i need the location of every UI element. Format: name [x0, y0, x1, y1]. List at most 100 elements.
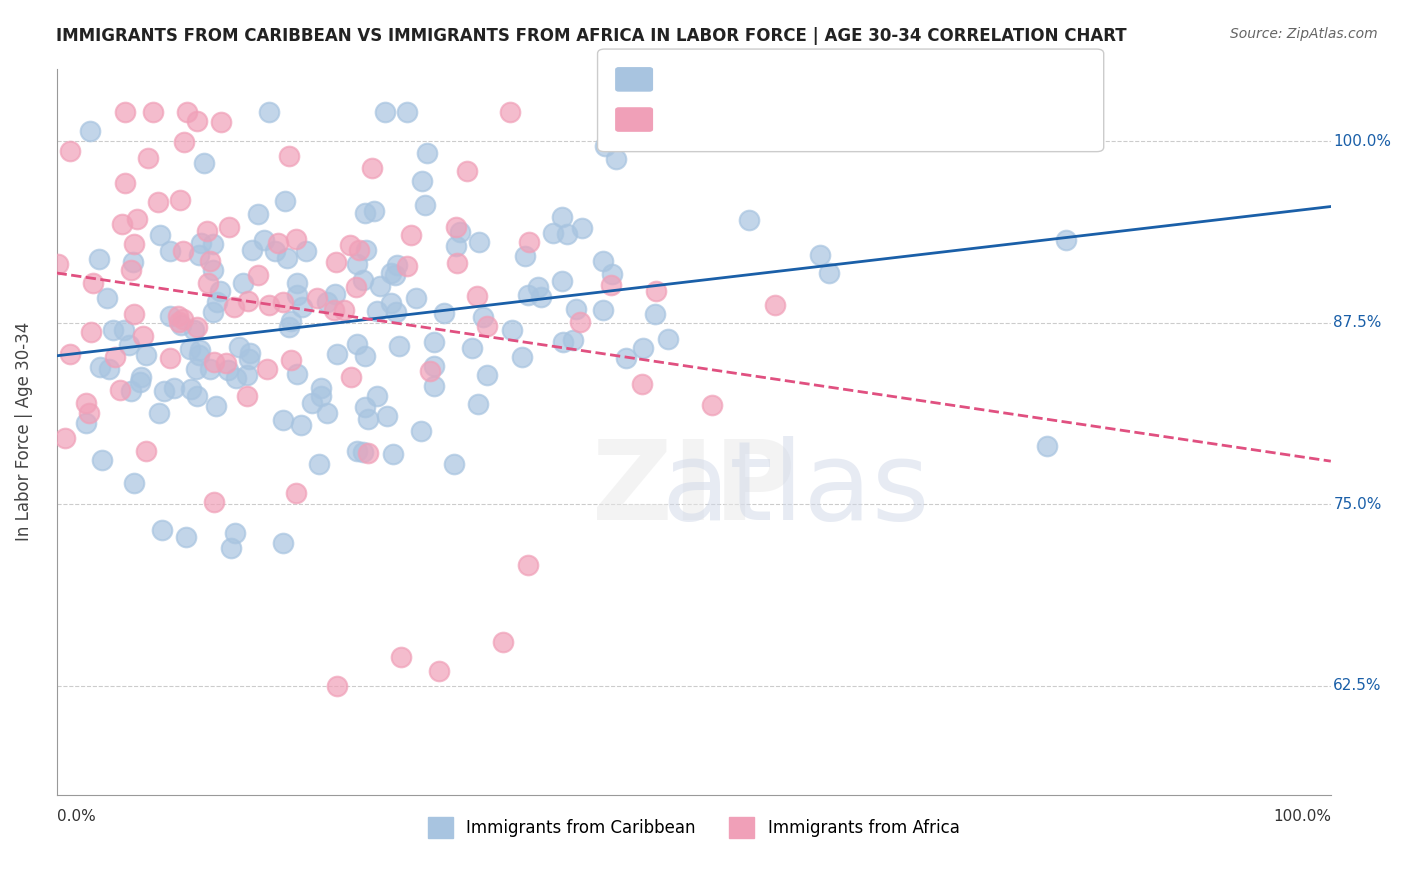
Point — [159, 309, 181, 323]
Point — [238, 351, 260, 366]
Point — [46, 257, 69, 271]
Point — [122, 307, 145, 321]
Point — [236, 368, 259, 382]
Point — [193, 155, 215, 169]
Point — [271, 536, 294, 550]
Point — [184, 361, 207, 376]
Point — [284, 486, 307, 500]
Point — [614, 351, 637, 366]
Point — [59, 346, 82, 360]
Point — [326, 347, 349, 361]
Text: ZIP: ZIP — [592, 436, 796, 543]
Point — [174, 530, 197, 544]
Point — [316, 406, 339, 420]
Text: Source: ZipAtlas.com: Source: ZipAtlas.com — [1230, 27, 1378, 41]
Point — [399, 227, 422, 242]
Point — [419, 364, 441, 378]
Point — [173, 135, 195, 149]
Point — [190, 343, 212, 358]
Point — [101, 324, 124, 338]
Y-axis label: In Labor Force | Age 30-34: In Labor Force | Age 30-34 — [15, 322, 32, 541]
Point — [1054, 233, 1077, 247]
Point — [309, 389, 332, 403]
Point — [75, 396, 97, 410]
Point — [205, 294, 228, 309]
Point — [120, 384, 142, 399]
Point — [238, 294, 260, 309]
Point — [640, 126, 662, 140]
Point — [149, 227, 172, 242]
Point — [446, 255, 468, 269]
Point — [366, 303, 388, 318]
Point — [122, 236, 145, 251]
Point — [631, 341, 654, 355]
Point — [501, 323, 523, 337]
Point — [396, 259, 419, 273]
Point — [385, 258, 408, 272]
Point — [308, 457, 330, 471]
Point — [148, 406, 170, 420]
Point — [468, 235, 491, 249]
Point — [325, 254, 347, 268]
Text: atlas: atlas — [661, 436, 929, 543]
Point — [180, 382, 202, 396]
Point — [167, 315, 190, 329]
Point — [446, 239, 468, 253]
Point — [172, 311, 194, 326]
Point — [555, 227, 578, 241]
Point — [225, 371, 247, 385]
Point — [247, 206, 270, 220]
Point — [363, 203, 385, 218]
Point — [561, 333, 583, 347]
Point — [224, 525, 246, 540]
Point — [808, 248, 831, 262]
Point — [530, 290, 553, 304]
Point — [188, 247, 211, 261]
Point — [380, 266, 402, 280]
Point — [259, 105, 281, 120]
Point — [423, 335, 446, 350]
Point — [346, 336, 368, 351]
Point — [551, 274, 574, 288]
Point — [357, 411, 380, 425]
Point — [433, 305, 456, 319]
Point — [472, 310, 495, 325]
Point — [89, 359, 111, 374]
Point — [456, 164, 478, 178]
Point — [114, 105, 136, 120]
Point — [159, 244, 181, 258]
Point — [316, 294, 339, 309]
Point — [169, 194, 191, 208]
Text: 75.0%: 75.0% — [1333, 497, 1382, 512]
Point — [354, 244, 377, 258]
Point — [215, 356, 238, 370]
Point — [208, 284, 231, 298]
Point — [427, 665, 450, 679]
Point — [737, 212, 759, 227]
Point — [274, 194, 297, 208]
Point — [339, 238, 361, 252]
Point — [159, 351, 181, 365]
Point — [122, 476, 145, 491]
Point — [59, 144, 82, 158]
Point — [153, 384, 176, 398]
Point — [385, 304, 408, 318]
Point — [276, 252, 298, 266]
Point — [239, 346, 262, 360]
Point — [449, 225, 471, 239]
Point — [197, 276, 219, 290]
Point — [513, 249, 536, 263]
Point — [389, 649, 412, 664]
Point — [183, 322, 205, 336]
Point — [53, 431, 76, 445]
Point — [644, 285, 666, 299]
Point — [132, 329, 155, 343]
Point — [277, 149, 299, 163]
Point — [340, 369, 363, 384]
Point — [461, 341, 484, 355]
Point — [301, 396, 323, 410]
Point — [228, 340, 250, 354]
Point — [290, 417, 312, 432]
Point — [277, 319, 299, 334]
Text: 62.5%: 62.5% — [1333, 678, 1382, 693]
